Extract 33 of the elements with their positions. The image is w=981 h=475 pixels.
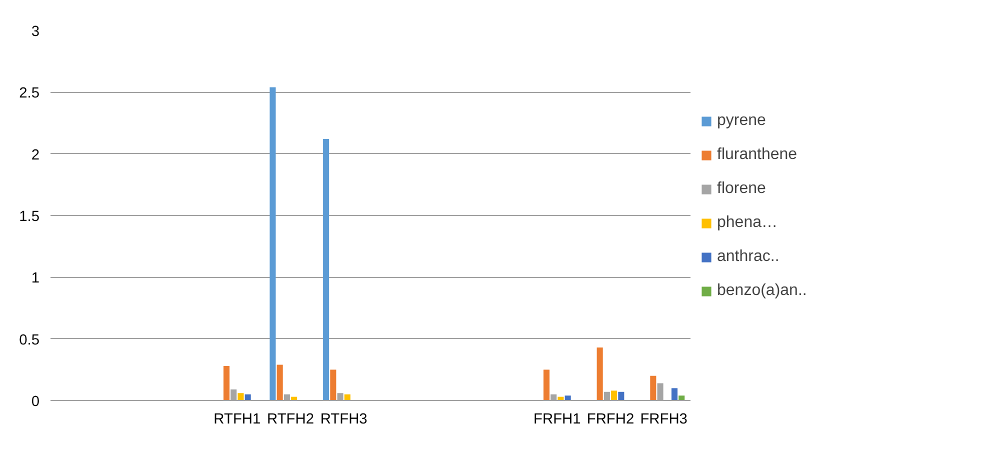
bar bbox=[270, 87, 276, 400]
bar bbox=[330, 370, 336, 400]
legend-label: anthrac.. bbox=[717, 248, 780, 266]
y-tick-label: 2.5 bbox=[19, 86, 40, 102]
y-tick-label: 3 bbox=[31, 24, 40, 40]
bar bbox=[596, 347, 603, 400]
x-tick-label: FRFH2 bbox=[586, 412, 634, 428]
bar bbox=[543, 370, 550, 400]
y-tick-label: 1 bbox=[31, 270, 40, 287]
legend-label: fluranthene bbox=[717, 146, 798, 164]
x-tick-label: RTFH2 bbox=[267, 412, 314, 428]
x-tick-label: FRFH3 bbox=[640, 412, 688, 428]
bar bbox=[323, 139, 330, 400]
y-tick-label: 2 bbox=[31, 147, 40, 164]
bar bbox=[276, 364, 283, 400]
bar bbox=[650, 376, 656, 400]
legend-label: pyrene bbox=[717, 112, 766, 130]
legend-label: florene bbox=[717, 180, 766, 198]
y-tick-label: 1.5 bbox=[19, 209, 40, 225]
bar bbox=[671, 388, 678, 400]
legend-label: phena… bbox=[717, 214, 778, 232]
bar bbox=[238, 393, 244, 400]
y-tick-label: 0 bbox=[31, 394, 40, 410]
x-tick-label: RTFH3 bbox=[320, 412, 368, 428]
y-tick-label: 0.5 bbox=[19, 332, 40, 348]
bar bbox=[678, 396, 685, 400]
bar bbox=[223, 366, 230, 400]
legend-label: benzo(a)an.. bbox=[717, 282, 807, 300]
x-tick-label: RTFH1 bbox=[214, 412, 261, 428]
bar bbox=[618, 392, 624, 400]
bar bbox=[611, 390, 618, 400]
bar bbox=[564, 396, 571, 400]
x-tick-label: FRFH1 bbox=[534, 412, 581, 428]
